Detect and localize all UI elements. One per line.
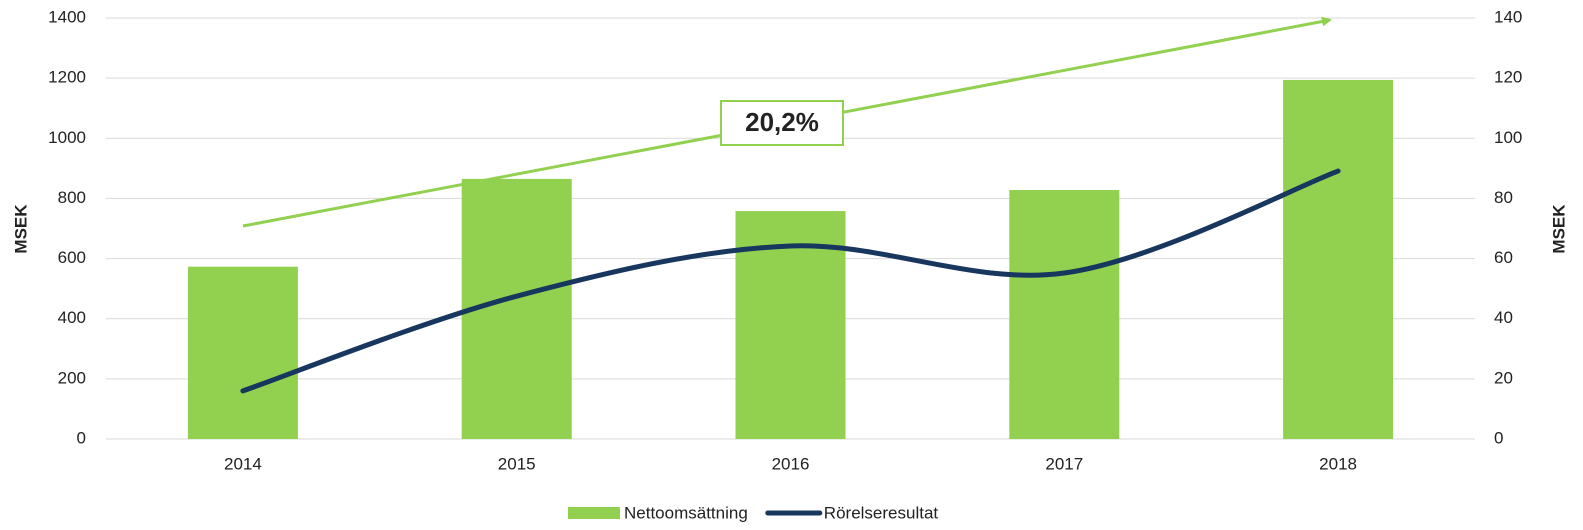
annotation: 20,2% xyxy=(745,107,819,137)
x-tick-label: 2016 xyxy=(772,454,810,473)
annotation-box xyxy=(720,100,844,146)
y2-tick-label: 0 xyxy=(1494,428,1503,447)
y-tick-label: 1000 xyxy=(48,128,86,147)
y2-tick-label: 100 xyxy=(1494,128,1522,147)
bar xyxy=(1009,190,1120,439)
y2-tick-label: 20 xyxy=(1494,368,1513,387)
y-tick-label: 400 xyxy=(58,308,86,327)
y2-tick-label: 40 xyxy=(1494,308,1513,327)
y2-tick-label: 140 xyxy=(1494,7,1522,26)
x-tick-label: 2018 xyxy=(1319,454,1357,473)
legend-swatch xyxy=(568,507,620,519)
y-tick-label: 1400 xyxy=(48,7,86,26)
y-tick-label: 600 xyxy=(58,248,86,267)
line xyxy=(240,168,1341,394)
y2-tick-label: 60 xyxy=(1494,248,1513,267)
x-tick-label: 2014 xyxy=(224,454,262,473)
y-tick-label: 0 xyxy=(77,428,86,447)
bar xyxy=(187,266,298,439)
y2-tick-label: 80 xyxy=(1494,188,1513,207)
y2-axis-label: MSEK xyxy=(1549,204,1568,254)
y2-tick-label: 120 xyxy=(1494,68,1522,87)
x-tick-label: 2017 xyxy=(1045,454,1083,473)
legend-label: Nettoomsättning xyxy=(624,503,748,522)
y-tick-label: 200 xyxy=(58,368,86,387)
legend-label: Rörelseresultat xyxy=(824,503,939,522)
x-tick-label: 2015 xyxy=(498,454,536,473)
y-axis-label: MSEK xyxy=(11,204,30,254)
bar xyxy=(1283,79,1394,439)
y-tick-label: 800 xyxy=(58,188,86,207)
y-tick-label: 1200 xyxy=(48,68,86,87)
